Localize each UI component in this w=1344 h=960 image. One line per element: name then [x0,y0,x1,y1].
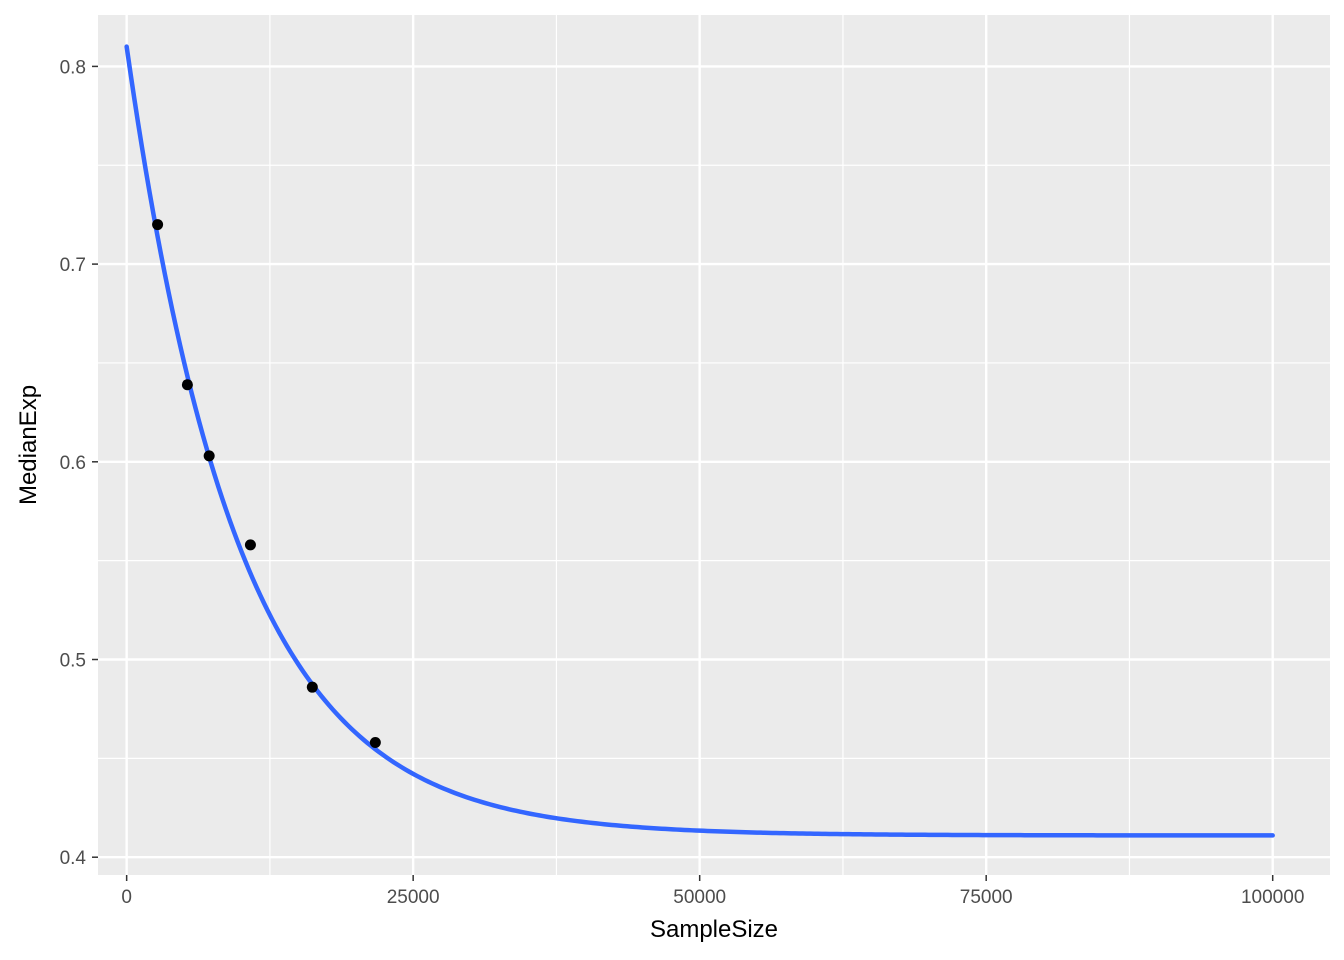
y-tick-label-4: 0.8 [60,57,86,78]
minor-grid [98,15,1330,875]
x-axis: 0 25000 50000 75000 100000 [121,875,1304,908]
data-point-1 [181,379,193,391]
x-tick-label-2: 50000 [673,887,726,908]
y-axis: 0.4 0.5 0.6 0.7 0.8 [60,57,98,869]
data-point-0 [152,219,164,231]
y-axis-title: MedianExp [15,385,42,505]
major-grid [98,15,1330,875]
y-tick-label-2: 0.6 [60,453,86,474]
data-point-2 [203,450,215,462]
y-tick-label-0: 0.4 [60,848,87,869]
data-point-3 [244,539,256,551]
x-tick-label-3: 75000 [960,887,1013,908]
x-tick-label-4: 100000 [1241,887,1304,908]
y-tick-label-3: 0.7 [60,255,86,276]
fitted-curve [124,44,1275,838]
data-points [152,219,381,749]
x-tick-label-1: 25000 [387,887,440,908]
x-tick-label-0: 0 [121,887,132,908]
y-tick-label-1: 0.5 [60,651,86,672]
x-axis-title: SampleSize [650,916,778,943]
data-point-5 [369,737,381,749]
data-point-4 [306,681,318,693]
plot-panel [98,15,1330,875]
